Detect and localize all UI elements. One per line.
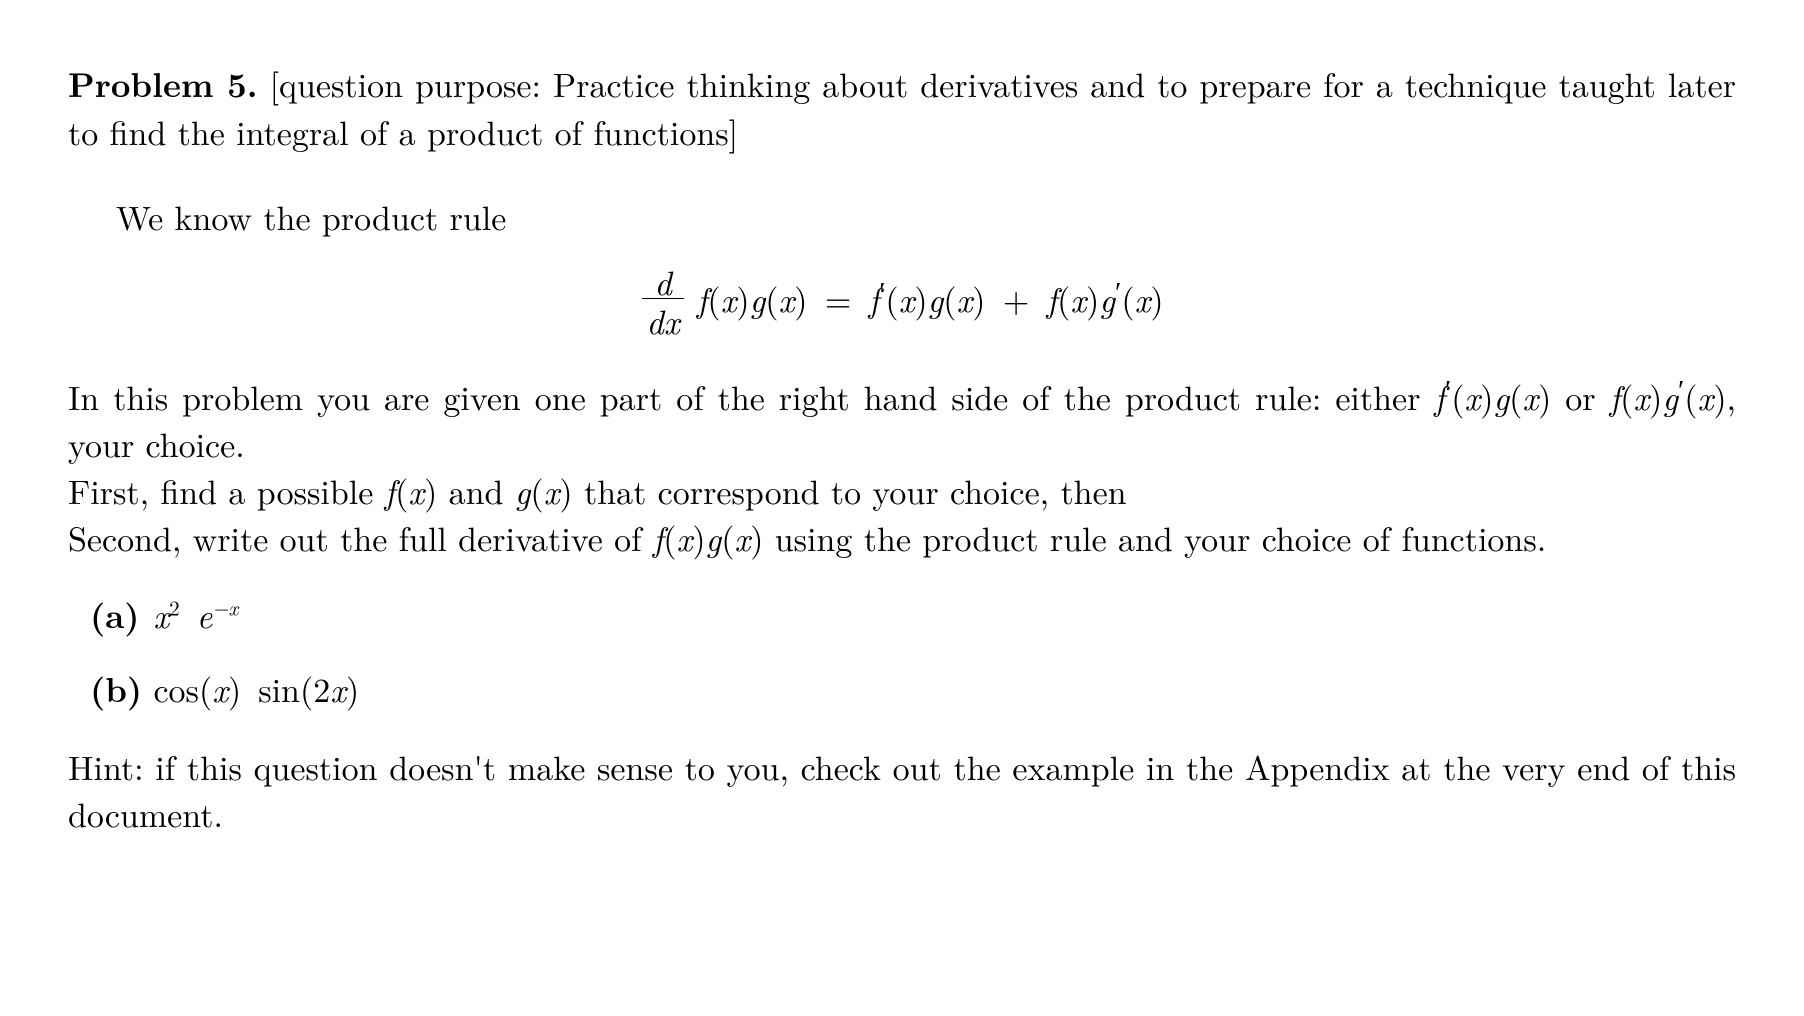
equals-sign: = bbox=[819, 274, 857, 322]
b-cos: cos bbox=[153, 664, 199, 712]
body-line2-tail: that correspond to your choice, then bbox=[573, 466, 1127, 514]
f-3: f bbox=[1047, 274, 1057, 322]
b-x2: x bbox=[330, 664, 346, 712]
a-sq: 2 bbox=[169, 593, 180, 623]
item-b-marker: (b) bbox=[90, 666, 142, 713]
a-e: e bbox=[197, 590, 213, 638]
product-rule-formula: d dx f(x)g(x) = f′(x)g(x) + f(x)g′(x) bbox=[68, 266, 1736, 344]
g-6: g bbox=[515, 466, 531, 514]
d-den-d: d bbox=[646, 296, 663, 344]
hint-text: Hint: if this question doesn't make sens… bbox=[68, 743, 1736, 837]
body-or: or bbox=[1551, 372, 1609, 420]
x-5: x bbox=[1070, 274, 1086, 322]
prime-3: ′ bbox=[1445, 368, 1451, 409]
x-2: x bbox=[778, 274, 794, 322]
x-4: x bbox=[957, 274, 973, 322]
a-negx: −x bbox=[212, 593, 238, 623]
x-7: x bbox=[1464, 372, 1480, 420]
prime-2: ′ bbox=[1115, 270, 1121, 311]
body-line3-pre: Second, write out the full derivative of bbox=[68, 513, 653, 561]
ddx-fraction: d dx bbox=[642, 264, 683, 342]
g-sym: g bbox=[750, 274, 766, 322]
fp-f: f bbox=[1434, 372, 1444, 420]
x-13: x bbox=[677, 513, 693, 561]
x-12: x bbox=[544, 466, 560, 514]
a-x: x bbox=[153, 590, 169, 638]
x-9: x bbox=[1633, 372, 1649, 420]
item-b: (b) cos(x) sin(2x) bbox=[90, 665, 1736, 713]
x-8: x bbox=[1522, 372, 1538, 420]
body-line2-pre: First, find a possible bbox=[68, 466, 385, 514]
x-1: x bbox=[721, 274, 737, 322]
plus-sign: + bbox=[997, 274, 1035, 322]
b-x1: x bbox=[212, 664, 228, 712]
prime-1: ′ bbox=[879, 270, 885, 311]
body-line2-mid: and bbox=[437, 466, 514, 514]
sub-item-list: (a) x2 e−x (b) cos(x) sin(2x) bbox=[90, 591, 1736, 713]
f-5: f bbox=[385, 466, 395, 514]
x-14: x bbox=[734, 513, 750, 561]
g-4: g bbox=[1493, 372, 1509, 420]
d-den-x: x bbox=[664, 296, 680, 344]
g-5: g bbox=[1662, 372, 1678, 420]
g-7: g bbox=[706, 513, 722, 561]
intro-line: We know the product rule bbox=[116, 193, 1736, 240]
body-paragraph: In this problem you are given one part o… bbox=[68, 373, 1736, 561]
fprime-f: f bbox=[869, 274, 879, 322]
f-4: f bbox=[1610, 372, 1620, 420]
item-a-marker: (a) bbox=[90, 592, 142, 639]
x-11: x bbox=[408, 466, 424, 514]
body-line1-pre: In this problem you are given one part o… bbox=[68, 372, 1434, 420]
prime-4: ′ bbox=[1678, 368, 1684, 409]
g-2: g bbox=[928, 274, 944, 322]
f-sym: f bbox=[697, 274, 707, 322]
b-sin: sin bbox=[258, 664, 300, 712]
x-3: x bbox=[899, 274, 915, 322]
item-a: (a) x2 e−x bbox=[90, 591, 1736, 639]
body-line3-tail: using the product rule and your choice o… bbox=[763, 513, 1546, 561]
x-10: x bbox=[1698, 372, 1714, 420]
f-6: f bbox=[653, 513, 663, 561]
b-2: 2 bbox=[313, 664, 330, 712]
x-6: x bbox=[1135, 274, 1151, 322]
problem-purpose: [question purpose: Practice thinking abo… bbox=[68, 59, 1736, 155]
problem-header: Problem 5. [question purpose: Practice t… bbox=[68, 60, 1736, 155]
problem-label: Problem 5. bbox=[68, 59, 258, 108]
g-3: g bbox=[1099, 274, 1115, 322]
